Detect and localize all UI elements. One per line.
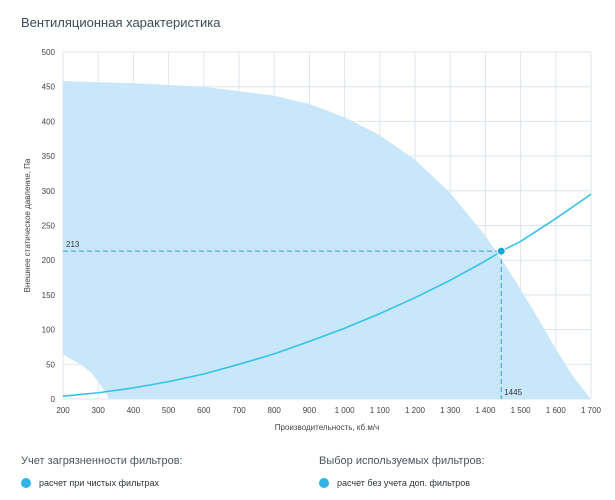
x-tick-label: 1 400 [475,406,496,415]
y-tick-label: 0 [51,395,56,404]
y-tick-label: 50 [46,360,55,369]
y-tick-label: 200 [42,256,56,265]
y-tick-label: 350 [42,152,56,161]
x-tick-label: 1 600 [546,406,567,415]
y-tick-label: 400 [42,117,56,126]
y-tick-label: 150 [42,291,56,300]
x-tick-label: 800 [268,406,282,415]
radio-selected-icon[interactable] [21,478,31,488]
ventilation-chart: 200 300 400 500 600 700 800 900 1 000 1 100 1 200 1… [23,48,602,432]
x-tick-label: 1 200 [405,406,426,415]
y-tick-label: 250 [42,222,56,231]
y-tick-label: 450 [42,83,56,92]
x-tick-label: 500 [162,406,176,415]
x-axis-label: Производительность, кб.м/ч [275,423,379,432]
filter-contamination-group: Учет загрязненности фильтров: расчет при… [21,455,183,488]
filter-contamination-title: Учет загрязненности фильтров: [21,455,183,467]
fan-operating-area [63,81,591,399]
filter-selection-option-label: расчет без учета доп. фильтров [337,478,471,488]
x-tick-label: 200 [56,406,70,415]
radio-selected-icon[interactable] [319,478,329,488]
x-tick-label: 700 [232,406,246,415]
operating-point-y-label: 213 [66,240,80,249]
x-tick-label: 1 300 [440,406,461,415]
y-axis-label: Внешнее статическое давление, Па [23,158,32,292]
operating-point-x-label: 1445 [504,388,522,397]
y-tick-label: 100 [42,326,56,335]
x-tick-label: 1 100 [370,406,391,415]
y-tick-label: 300 [42,187,56,196]
x-tick-label: 900 [303,406,317,415]
x-axis-ticks: 200 300 400 500 600 700 800 900 1 000 1 100 1 200 1… [56,406,601,415]
x-tick-label: 1 500 [511,406,532,415]
y-axis-ticks: 0 50 100 150 200 250 300 350 400 450 500 [42,48,56,404]
x-tick-label: 1 700 [581,406,602,415]
system-curve-line [62,193,592,398]
filter-contamination-option-label: расчет при чистых фильтрах [39,478,159,488]
x-tick-label: 600 [197,406,211,415]
x-tick-label: 1 000 [335,406,356,415]
chart-title: Вентиляционная характеристика [21,15,221,30]
y-tick-label: 500 [42,48,56,57]
filter-selection-title: Выбор используемых фильтров: [319,455,485,467]
filter-contamination-option[interactable]: расчет при чистых фильтрах [21,478,183,488]
x-tick-label: 400 [127,406,141,415]
operating-point-marker[interactable] [496,246,506,256]
filter-selection-group: Выбор используемых фильтров: расчет без … [319,455,485,488]
x-tick-label: 300 [92,406,106,415]
filter-selection-option[interactable]: расчет без учета доп. фильтров [319,478,485,488]
